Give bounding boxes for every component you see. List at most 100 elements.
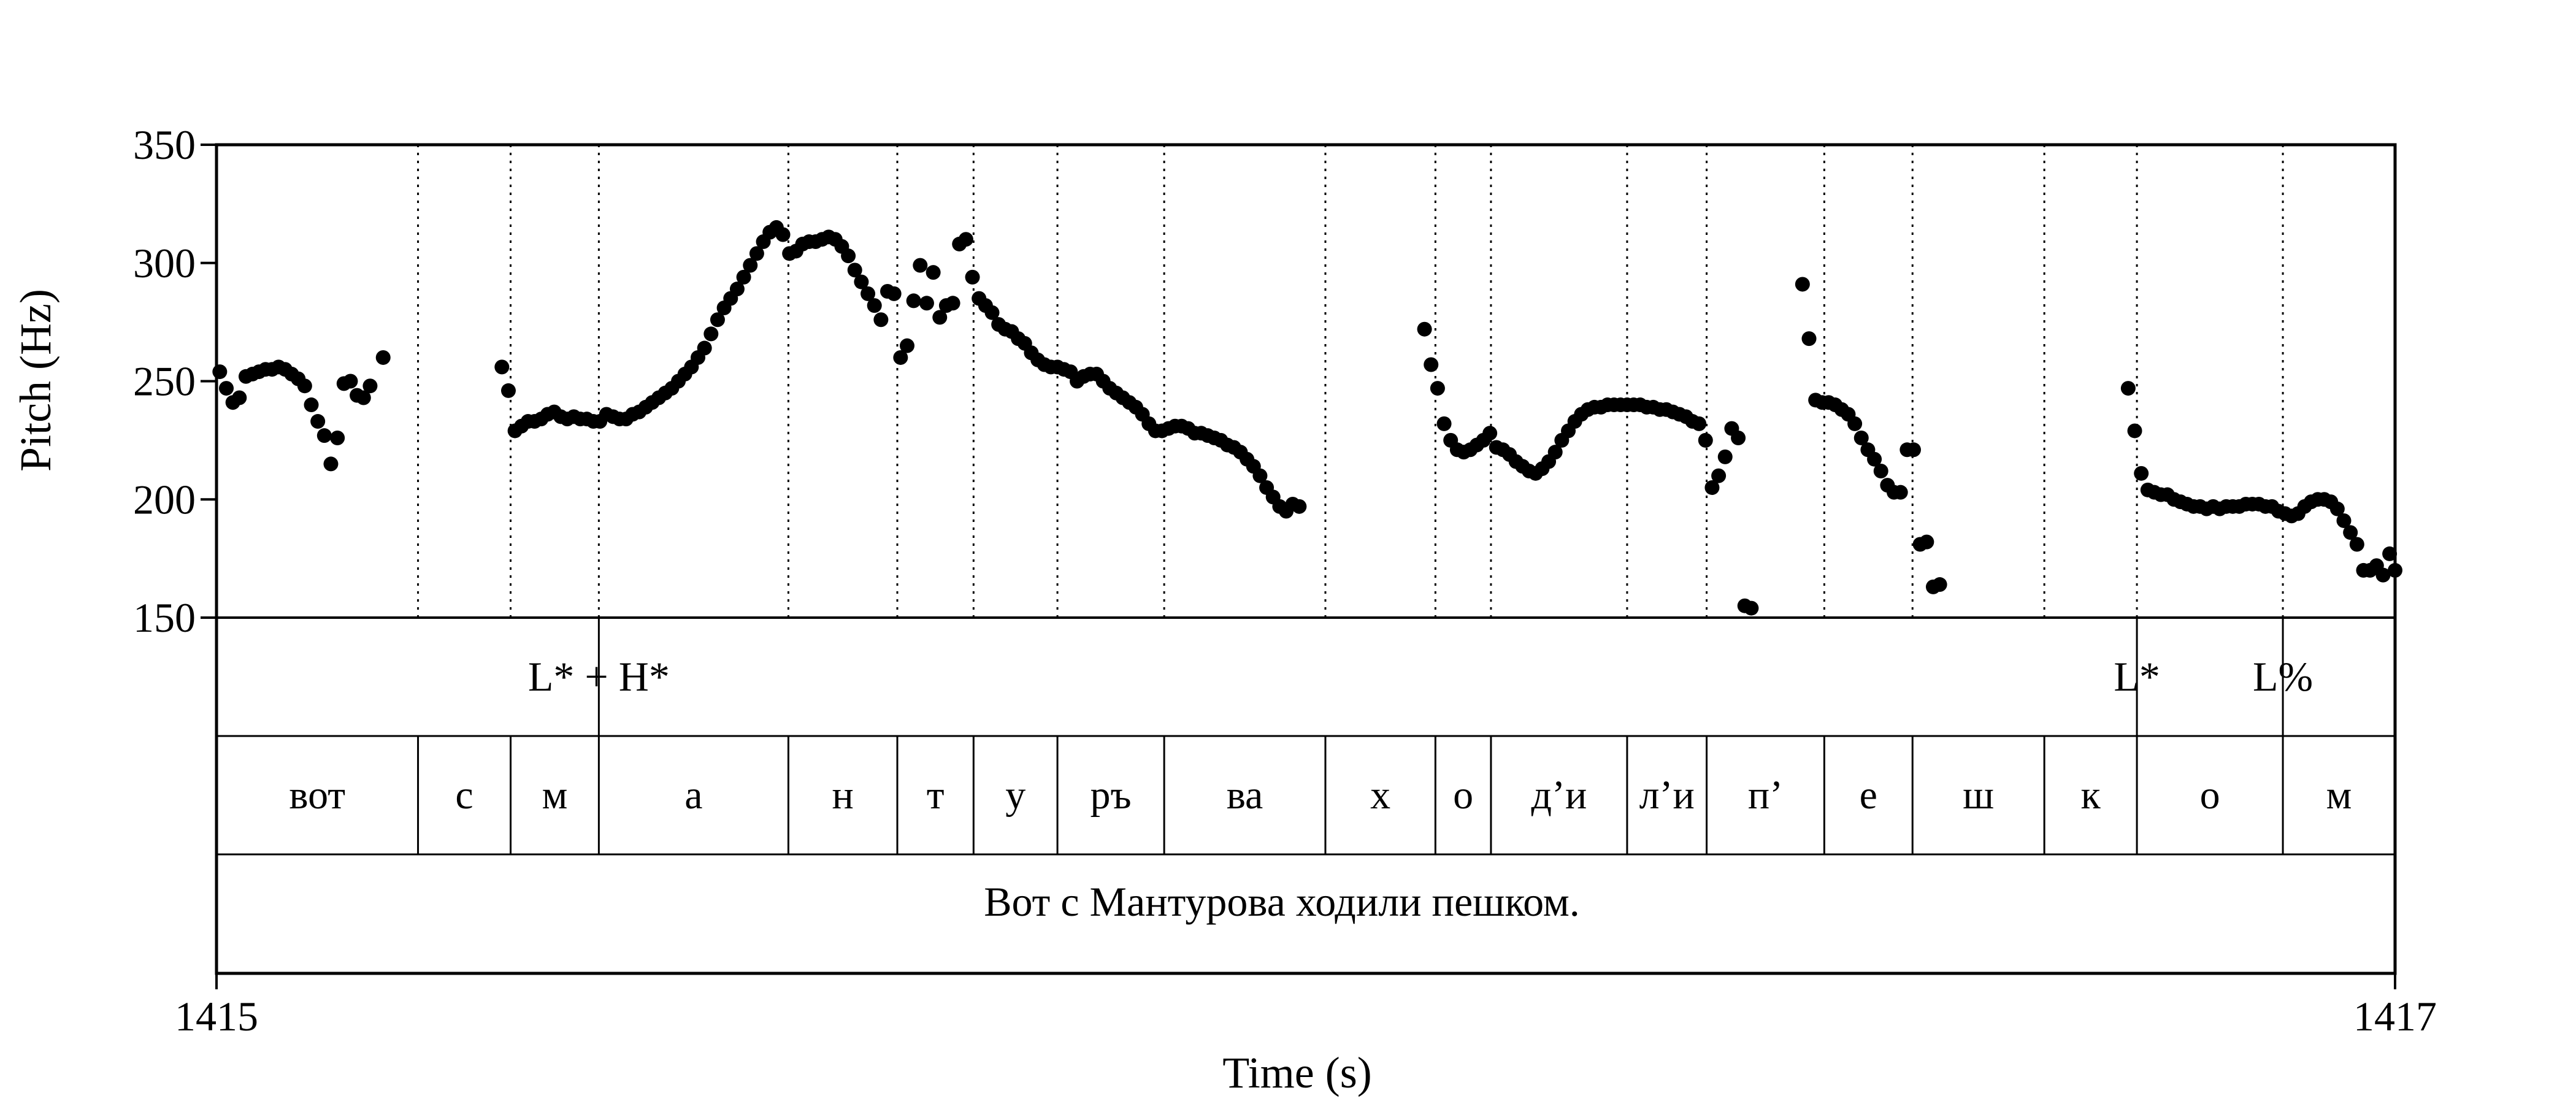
y-tick-label: 350 xyxy=(133,121,196,168)
pitch-point xyxy=(297,378,312,394)
pitch-point xyxy=(1932,577,1947,592)
segment-label: о xyxy=(2200,773,2220,818)
pitch-point xyxy=(1801,331,1817,347)
tier-grid xyxy=(215,143,2397,975)
pitch-point xyxy=(1711,468,1727,483)
segment-label: е xyxy=(1860,773,1877,818)
pitch-point xyxy=(1704,480,1720,495)
pitch-point xyxy=(1417,321,1432,337)
segment-label: д’и xyxy=(1531,773,1587,818)
pitch-point xyxy=(913,258,928,273)
segment-label: н xyxy=(832,773,854,818)
pitch-point xyxy=(316,428,332,443)
segment-label: м xyxy=(542,773,568,818)
pitch-point xyxy=(232,390,247,405)
pitch-point xyxy=(854,274,869,289)
y-tick-label: 250 xyxy=(133,358,196,405)
segment-label: т xyxy=(927,773,945,818)
pitch-point xyxy=(697,340,712,356)
pitch-point xyxy=(932,310,948,325)
segment-label: с xyxy=(455,773,473,818)
pitch-point xyxy=(218,381,234,396)
pitch-point xyxy=(1795,277,1810,292)
tone-tier: L* + H* L* L% xyxy=(528,618,2313,736)
segment-tier: вот с м а н т у ръ ва х о д’и л’и п’ е ш к о м xyxy=(289,773,2352,818)
pitch-point xyxy=(1252,468,1268,483)
pitch-point xyxy=(710,312,725,328)
pitch-point xyxy=(926,265,941,280)
pitch-point xyxy=(330,431,345,446)
pitch-point xyxy=(1482,426,1498,441)
pitch-point xyxy=(847,263,862,278)
pitch-point xyxy=(2120,381,2136,396)
pitch-point xyxy=(965,269,980,285)
outer-frame xyxy=(215,143,2397,975)
segment-label: л’и xyxy=(1639,773,1695,818)
pitch-point xyxy=(736,269,751,285)
segment-label: п’ xyxy=(1748,773,1783,818)
pitch-point xyxy=(841,248,856,264)
pitch-point xyxy=(1717,449,1733,464)
pitch-point xyxy=(2336,513,2352,528)
segment-label: м xyxy=(2326,773,2352,818)
x-tick-label: 1417 xyxy=(2353,993,2437,1040)
pitch-point xyxy=(749,246,764,261)
pitch-point xyxy=(494,359,510,375)
pitch-point xyxy=(1919,534,1934,550)
pitch-point xyxy=(1731,431,1746,446)
pitch-point xyxy=(729,282,745,297)
x-axis-ticks: 1415 1417 xyxy=(175,973,2437,1040)
pitch-point xyxy=(212,364,228,380)
pitch-point xyxy=(775,227,791,242)
y-tick-label: 300 xyxy=(133,240,196,286)
segment-label: ш xyxy=(1963,773,1994,818)
pitch-point xyxy=(343,374,358,389)
pitch-point xyxy=(323,456,339,472)
pitch-point xyxy=(500,383,516,398)
pitch-point xyxy=(886,286,902,301)
pitch-point xyxy=(1867,451,1882,467)
tone-label: L% xyxy=(2253,653,2313,700)
pitch-point xyxy=(984,305,1000,320)
segment-label: вот xyxy=(289,773,345,818)
y-tick-label: 150 xyxy=(133,594,196,641)
pitch-point xyxy=(906,293,921,309)
tone-label: L* xyxy=(2114,653,2160,700)
tone-label: L* + H* xyxy=(528,653,670,700)
segment-label: к xyxy=(2081,773,2101,818)
pitch-point xyxy=(1698,432,1713,448)
pitch-point xyxy=(310,414,326,429)
boundary-lines xyxy=(417,145,2284,854)
x-tick-label: 1415 xyxy=(175,993,258,1040)
pitch-points xyxy=(212,220,2402,616)
pitch-point xyxy=(362,378,378,394)
y-axis-ticks: 150 200 250 300 350 xyxy=(133,121,217,641)
pitch-point xyxy=(1430,381,1445,396)
segment-label: а xyxy=(684,773,702,818)
pitch-point xyxy=(2343,525,2358,540)
segment-label: ръ xyxy=(1091,773,1132,818)
pitch-point xyxy=(1292,499,1307,514)
sentence-label: Вот с Мантурова ходили пешком. xyxy=(984,878,1580,925)
pitch-point xyxy=(1744,600,1759,616)
pitch-point xyxy=(919,296,934,311)
y-axis-label: Pitch (Hz) xyxy=(11,289,60,472)
pitch-point xyxy=(1906,442,1922,458)
pitch-point xyxy=(2127,423,2142,439)
pitch-point xyxy=(703,326,719,342)
segment-label: у xyxy=(1005,773,1025,818)
pitch-point xyxy=(743,258,758,273)
pitch-point xyxy=(873,312,889,328)
pitch-point xyxy=(1853,431,1869,446)
pitch-point xyxy=(375,350,391,365)
pitch-point xyxy=(2382,546,2398,561)
pitch-point xyxy=(2375,567,2391,583)
x-axis-label: Time (s) xyxy=(1222,1048,1371,1097)
pitch-point xyxy=(2134,466,2149,481)
pitch-point xyxy=(861,286,876,301)
segment-label: х xyxy=(1370,773,1390,818)
pitch-point xyxy=(2329,501,2345,516)
pitch-point xyxy=(1692,416,1707,431)
pitch-point xyxy=(304,397,319,413)
